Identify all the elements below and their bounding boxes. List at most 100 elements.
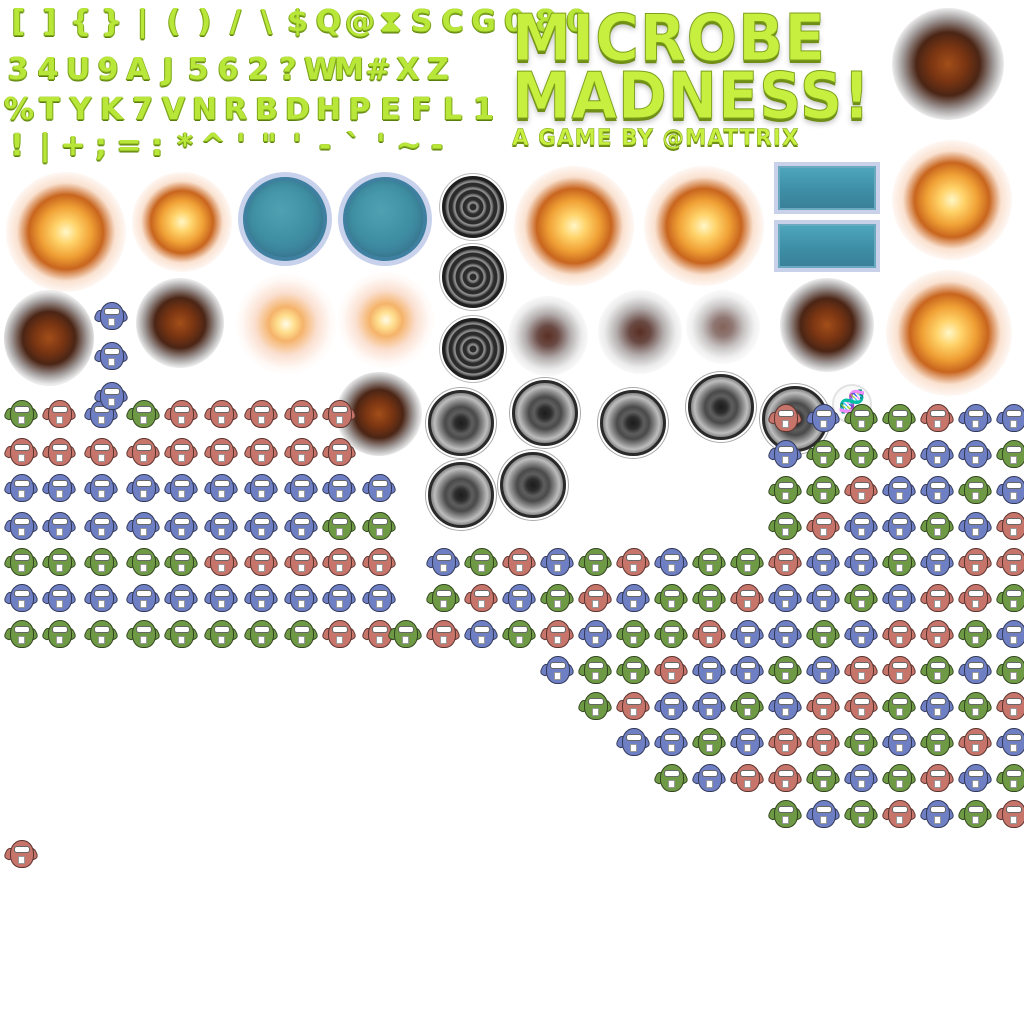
microbe-body xyxy=(660,692,684,720)
microbe-tooth xyxy=(18,636,25,644)
microbe-eyes xyxy=(550,554,566,561)
blue-microbe-sprite xyxy=(462,614,500,650)
microbe-body xyxy=(812,620,836,648)
microbe-tooth xyxy=(178,416,185,424)
green-microbe-sprite xyxy=(994,578,1024,614)
blue-microbe-sprite xyxy=(804,398,842,434)
blue-microbe-sprite xyxy=(728,614,766,650)
green-microbe-sprite xyxy=(40,614,78,650)
blue-microbe-sprite xyxy=(124,578,162,614)
microbe-tooth xyxy=(896,420,903,428)
explosion-sprite xyxy=(136,278,224,368)
red-microbe-sprite xyxy=(576,578,614,614)
green-microbe-sprite xyxy=(880,686,918,722)
red-microbe-sprite xyxy=(40,432,78,468)
blue-microbe-sprite xyxy=(766,686,804,722)
green-microbe-sprite xyxy=(690,722,728,758)
microbe-tooth xyxy=(782,528,789,536)
microbe-tooth xyxy=(178,600,185,608)
microbe-tooth xyxy=(782,600,789,608)
font-glyph: + xyxy=(60,128,86,163)
microbe-tooth xyxy=(820,816,827,824)
microbe-tooth xyxy=(1010,456,1017,464)
blue-microbe-sprite xyxy=(652,686,690,722)
green-microbe-sprite xyxy=(842,794,880,830)
microbe-eyes xyxy=(740,662,756,669)
green-microbe-sprite xyxy=(728,686,766,722)
red-microbe-sprite xyxy=(360,614,398,650)
microbe-tooth xyxy=(934,780,941,788)
microbe-eyes xyxy=(816,662,832,669)
microbe-tooth xyxy=(858,492,865,500)
microbe-tooth xyxy=(140,528,147,536)
microbe-tooth xyxy=(896,816,903,824)
microbe-tooth xyxy=(782,672,789,680)
microbe-eyes xyxy=(14,518,30,525)
microbe-eyes xyxy=(816,698,832,705)
blue-microbe-sprite xyxy=(880,722,918,758)
microbe-eyes xyxy=(588,662,604,669)
blue-microbe-sprite xyxy=(842,542,880,578)
microbe-eyes xyxy=(968,734,984,741)
microbe-tooth xyxy=(56,600,63,608)
microbe-eyes xyxy=(968,554,984,561)
microbe-body xyxy=(888,440,912,468)
green-microbe-sprite xyxy=(242,614,280,650)
font-glyph: 6 xyxy=(217,52,239,87)
cell-bubble xyxy=(238,172,332,266)
microbe-tooth xyxy=(630,744,637,752)
explosion-sprite xyxy=(4,290,94,386)
microbe-eyes xyxy=(854,770,870,777)
blue-microbe-sprite xyxy=(728,722,766,758)
microbe-tooth xyxy=(376,600,383,608)
microbe-tooth xyxy=(218,564,225,572)
microbe-body xyxy=(888,548,912,576)
blue-microbe-sprite xyxy=(652,722,690,758)
font-glyph: 8 xyxy=(535,4,556,39)
red-microbe-sprite xyxy=(956,578,994,614)
red-microbe-sprite xyxy=(282,432,320,468)
microbe-tooth xyxy=(18,600,25,608)
green-microbe-sprite xyxy=(360,506,398,542)
font-glyph: $ xyxy=(287,4,308,39)
microbe-eyes xyxy=(94,518,110,525)
microbe-eyes xyxy=(1006,662,1022,669)
microbe-tooth xyxy=(934,420,941,428)
microbe-tooth xyxy=(18,856,25,864)
green-microbe-sprite xyxy=(842,722,880,758)
blue-microbe-sprite xyxy=(994,398,1024,434)
microbe-eyes xyxy=(626,662,642,669)
microbe-body xyxy=(926,656,950,684)
microbe-eyes xyxy=(1006,446,1022,453)
microbe-eyes xyxy=(436,626,452,633)
microbe-tooth xyxy=(592,600,599,608)
microbe-eyes xyxy=(294,444,310,451)
microbe-tooth xyxy=(554,636,561,644)
microbe-eyes xyxy=(104,308,120,315)
microbe-tooth xyxy=(858,708,865,716)
microbe-tooth xyxy=(896,600,903,608)
font-glyph: ! xyxy=(10,128,24,163)
microbe-tooth xyxy=(972,528,979,536)
microbe-tooth xyxy=(744,672,751,680)
font-glyph: M xyxy=(334,52,364,87)
microbe-body xyxy=(508,584,532,612)
blue-microbe-sprite xyxy=(202,578,240,614)
microbe-eyes xyxy=(1006,410,1022,417)
microbe-eyes xyxy=(854,806,870,813)
microbe-eyes xyxy=(14,480,30,487)
font-glyph: 5 xyxy=(187,52,209,87)
microbe-tooth xyxy=(218,636,225,644)
font-glyph: - xyxy=(430,128,444,163)
microbe-eyes xyxy=(52,518,68,525)
microbe-eyes xyxy=(892,806,908,813)
microbe-eyes xyxy=(740,554,756,561)
blue-microbe-sprite xyxy=(2,468,40,504)
microbe-tooth xyxy=(706,600,713,608)
microbe-tooth xyxy=(820,672,827,680)
green-microbe-sprite xyxy=(956,686,994,722)
font-glyph: L xyxy=(442,92,463,127)
red-microbe-sprite xyxy=(614,686,652,722)
microbe-tooth xyxy=(18,564,25,572)
microbe-tooth xyxy=(336,416,343,424)
